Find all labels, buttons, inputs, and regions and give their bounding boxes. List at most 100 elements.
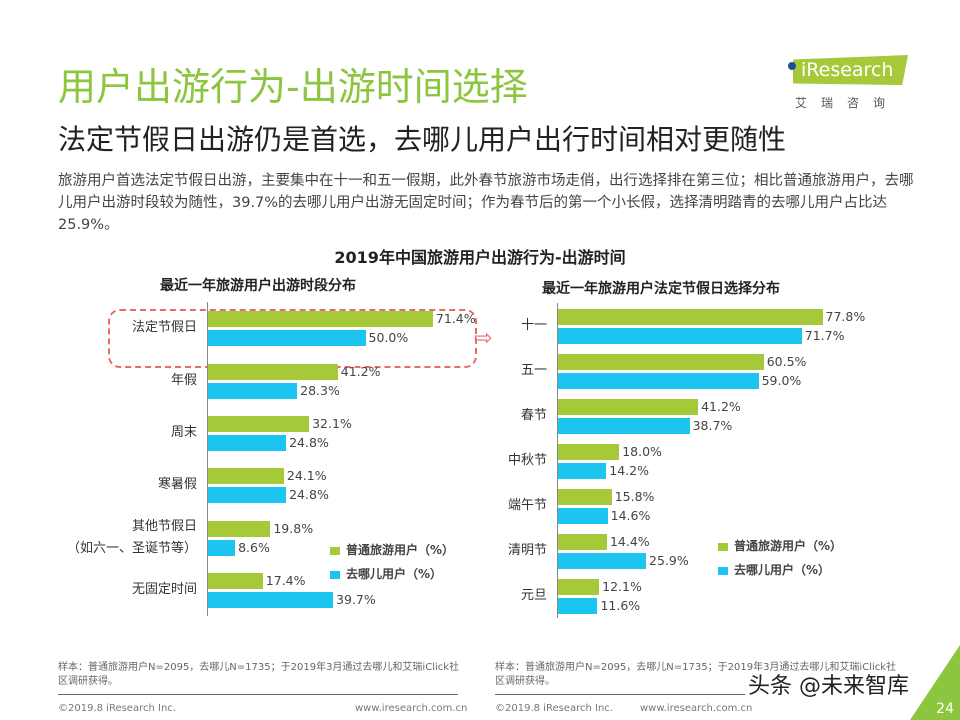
category-label: 其他节假日 （如六一、圣诞节等） (66, 518, 197, 556)
legend-item: 去哪儿用户（%） (330, 566, 442, 582)
y-axis (207, 302, 208, 617)
page-number: 24 (936, 701, 954, 717)
category-label: 清明节 (507, 542, 547, 558)
bar-general (208, 311, 433, 328)
data-label: 19.8% (273, 520, 314, 536)
category-label: 端午节 (507, 497, 547, 513)
logo-dot-icon (788, 62, 796, 70)
legend-swatch (330, 570, 340, 579)
logo-subtitle: 艾瑞咨询 (795, 96, 900, 110)
bar-general (558, 488, 612, 505)
bar-qunar (558, 327, 802, 344)
right-chart-title: 最近一年旅游用户法定节假日选择分布 (542, 281, 780, 297)
copyright: ©2019.8 iResearch Inc. (58, 703, 176, 714)
iresearch-logo: iResearch (793, 55, 908, 85)
data-label: 77.8% (825, 308, 866, 324)
category-label: 年假 (170, 372, 197, 388)
legend-item: 普通旅游用户（%） (718, 538, 842, 554)
category-label: 寒暑假 (157, 477, 197, 493)
legend-swatch (718, 566, 728, 575)
category-label: 十一 (520, 317, 547, 333)
bar-general (558, 533, 607, 550)
bar-general (558, 353, 764, 370)
category-label: 元旦 (520, 587, 547, 603)
data-label: 39.7% (336, 592, 376, 608)
data-label: 14.6% (610, 507, 651, 523)
bar-qunar (208, 487, 287, 504)
bar-general (558, 578, 600, 595)
divider (495, 694, 745, 695)
data-label: 28.3% (300, 382, 340, 398)
legend-label: 普通旅游用户（%） (734, 539, 843, 553)
data-label: 18.0% (622, 443, 662, 459)
data-label: 14.2% (609, 462, 649, 478)
left-chart-title: 最近一年旅游用户出游时段分布 (160, 278, 356, 294)
bar-qunar (208, 382, 298, 399)
legend-label: 普通旅游用户（%） (346, 543, 455, 557)
legend-item: 去哪儿用户（%） (718, 562, 830, 578)
bar-general (208, 520, 271, 537)
data-label: 59.0% (761, 372, 802, 388)
bar-qunar (208, 539, 236, 556)
legend-label: 去哪儿用户（%） (346, 567, 443, 581)
bar-qunar (558, 372, 759, 389)
page-subtitle: 法定节假日出游仍是首选，去哪儿用户出行时间相对更随性 (58, 123, 787, 156)
bar-general (558, 308, 823, 325)
data-label: 14.4% (609, 533, 650, 549)
category-label: 中秋节 (507, 452, 547, 468)
data-label: 15.8% (614, 488, 655, 504)
description: 旅游用户首选法定节假日出游，主要集中在十一和五一假期，此外春节旅游市场走俏，出行… (58, 173, 914, 233)
legend-label: 去哪儿用户（%） (734, 563, 831, 577)
data-label: 8.6% (238, 539, 270, 555)
category-label: 周末 (170, 425, 197, 440)
left-note: 样本：普通旅游用户N=2095，去哪儿N=1735；于2019年3月通过去哪儿和… (58, 662, 460, 687)
data-label: 71.7% (804, 327, 845, 343)
legend-swatch (330, 546, 340, 555)
data-label: 17.4% (265, 573, 306, 589)
page-title: 用户出游行为-出游时间选择 (58, 65, 528, 109)
data-label: 11.6% (600, 597, 641, 613)
legend-item: 普通旅游用户（%） (330, 542, 454, 558)
bar-qunar (558, 462, 607, 479)
arrow-icon: ⇨ (474, 326, 493, 351)
bar-qunar (208, 435, 287, 451)
data-label: 25.9% (649, 552, 689, 568)
category-label: 无固定时间 (131, 582, 197, 598)
chart-main-title: 2019年中国旅游用户出游行为-出游时间 (334, 248, 626, 267)
y-axis (557, 303, 558, 618)
watermark: 头条 @未来智库 (748, 674, 909, 699)
data-label: 24.1% (286, 468, 327, 484)
data-label: 41.2% (701, 398, 741, 414)
site-url[interactable]: www.iresearch.com.cn (640, 703, 753, 714)
data-label: 41.2% (340, 363, 381, 379)
data-label: 38.7% (692, 417, 733, 433)
data-label: 71.4% (435, 311, 476, 327)
data-label: 24.8% (289, 435, 329, 450)
divider (58, 694, 458, 695)
site-url[interactable]: www.iresearch.com.cn (355, 703, 468, 714)
right-note: 样本：普通旅游用户N=2095，去哪儿N=1735；于2019年3月通过去哪儿和… (495, 662, 897, 687)
data-label: 12.1% (602, 578, 642, 594)
bar-general (558, 398, 699, 415)
legend-swatch (718, 542, 728, 551)
bar-general (208, 573, 263, 590)
bar-qunar (558, 552, 647, 569)
category-label: 春节 (520, 407, 547, 423)
copyright: ©2019.8 iResearch Inc. (495, 703, 613, 714)
data-label: 60.5% (766, 353, 807, 369)
bar-general (208, 468, 284, 485)
category-label: 法定节假日 (131, 320, 197, 336)
bar-qunar (558, 597, 598, 614)
bar-qunar (208, 330, 366, 347)
data-label: 32.1% (312, 416, 352, 431)
bar-qunar (558, 417, 690, 434)
data-label: 50.0% (368, 330, 409, 346)
bar-qunar (558, 507, 608, 524)
bar-general (558, 443, 620, 460)
bar-general (208, 416, 310, 432)
bar-general (208, 363, 338, 380)
data-label: 24.8% (289, 487, 329, 503)
bar-qunar (208, 592, 334, 609)
category-label: 五一 (520, 362, 547, 378)
